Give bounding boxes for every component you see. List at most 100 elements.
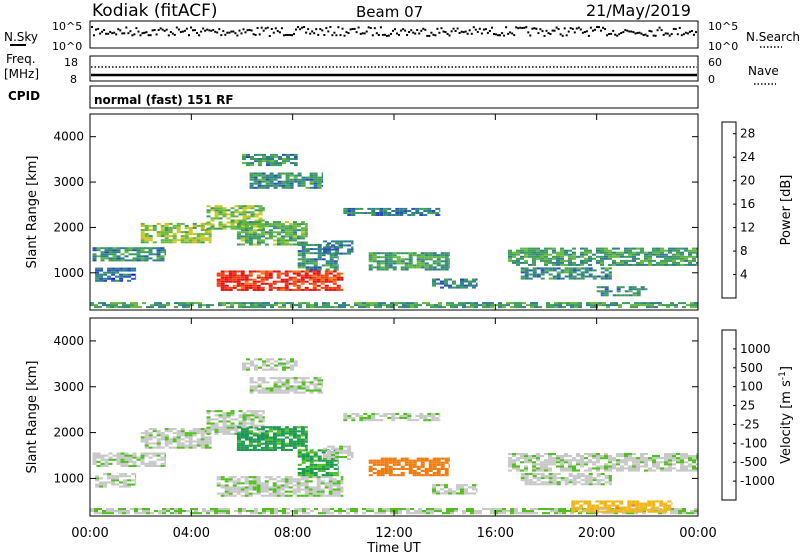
heatmap-cell [416, 260, 421, 263]
heatmap-cell [152, 436, 157, 439]
heatmap-cell [309, 463, 314, 466]
heatmap-cell [228, 280, 233, 283]
heatmap-cell [434, 306, 438, 309]
heatmap-cell [282, 508, 286, 511]
heatmap-cell [514, 302, 518, 305]
heatmap-cell [640, 247, 644, 250]
heatmap-cell [210, 219, 215, 222]
heatmap-cell [544, 467, 548, 470]
heatmap-cell [301, 248, 306, 251]
heatmap-cell [602, 508, 606, 511]
heatmap-cell [580, 463, 584, 466]
heatmap-cell [264, 231, 269, 234]
heatmap-cell [564, 259, 568, 262]
heatmap-cell [575, 508, 580, 511]
heatmap-cell [272, 270, 277, 273]
heatmap-cell [132, 247, 137, 250]
nsky-sample [226, 31, 229, 34]
heatmap-cell [284, 480, 289, 483]
heatmap-cell [512, 455, 516, 458]
heatmap-cell [260, 434, 265, 437]
heatmap-cell [280, 229, 285, 232]
heatmap-cell [620, 461, 624, 464]
heatmap-cell [587, 500, 592, 503]
heatmap-cell [696, 459, 698, 462]
heatmap-cell [378, 302, 382, 305]
heatmap-cell [439, 210, 441, 212]
heatmap-cell [340, 278, 344, 281]
heatmap-cell [289, 184, 294, 187]
heatmap-cell [280, 440, 285, 443]
heatmap-cell [226, 512, 230, 515]
heatmap-cell [672, 249, 676, 252]
heatmap-cell [321, 385, 324, 388]
heatmap-cell [300, 288, 305, 291]
heatmap-cell [380, 459, 385, 462]
heatmap-cell [600, 290, 605, 293]
heatmap-cell [508, 463, 512, 466]
heatmap-cell [406, 512, 410, 515]
heatmap-cell [392, 463, 397, 466]
heatmap-cell [289, 387, 294, 390]
heatmap-cell [560, 469, 564, 472]
heatmap-cell [438, 306, 442, 309]
heatmap-cell [204, 442, 209, 445]
heatmap-cell [206, 304, 210, 307]
heatmap-cell [600, 249, 604, 252]
heatmap-cell [588, 455, 592, 458]
heatmap-cell [552, 481, 557, 484]
heatmap-cell [432, 492, 436, 495]
heatmap-cell [428, 469, 433, 472]
nsky-sample [539, 28, 542, 31]
heatmap-cell [202, 508, 206, 511]
heatmap-cell [672, 261, 676, 264]
heatmap-cell [388, 459, 393, 462]
heatmap-cell [351, 214, 356, 216]
heatmap-cell [126, 306, 130, 309]
heatmap-cell [292, 434, 297, 437]
heatmap-cell [694, 304, 698, 307]
heatmap-cell [306, 302, 310, 305]
heatmap-cell [372, 461, 377, 464]
heatmap-cell [394, 508, 398, 511]
heatmap-cell [430, 508, 434, 511]
heatmap-cell [454, 508, 458, 511]
power-colorbar-label: Power [dB] [779, 175, 794, 246]
heatmap-cell [532, 251, 536, 254]
heatmap-cell [214, 424, 219, 427]
heatmap-cell [240, 482, 245, 485]
heatmap-cell [612, 459, 616, 462]
heatmap-cell [392, 256, 397, 259]
nsky-sample [462, 31, 465, 34]
heatmap-cell [339, 451, 344, 454]
heatmap-cell [384, 467, 389, 470]
heatmap-cell [285, 377, 290, 380]
heatmap-cell [584, 259, 588, 262]
heatmap-cell [340, 476, 344, 479]
heatmap-cell [218, 225, 223, 228]
heatmap-cell [474, 304, 478, 307]
heatmap-cell [208, 231, 212, 234]
heatmap-cell [272, 478, 277, 481]
heatmap-cell [254, 512, 258, 515]
nsky-sample [234, 32, 237, 35]
heatmap-cell [616, 251, 620, 254]
heatmap-cell [580, 479, 585, 482]
heatmap-cell [321, 254, 326, 257]
heatmap-cell [297, 258, 302, 261]
nsky-sample [658, 26, 661, 29]
heatmap-cell [222, 512, 226, 515]
nsky-sample [319, 28, 322, 31]
heatmap-cell [261, 184, 266, 187]
heatmap-cell [160, 251, 165, 254]
nsky-sample [499, 34, 501, 37]
heatmap-cell [494, 304, 498, 307]
heatmap-cell [612, 261, 616, 264]
heatmap-cell [236, 438, 241, 441]
heatmap-cell [288, 235, 293, 238]
heatmap-cell [99, 269, 104, 272]
heatmap-cell [248, 227, 253, 230]
heatmap-cell [200, 440, 205, 443]
heatmap-cell [244, 284, 249, 287]
heatmap-cell [432, 465, 437, 468]
